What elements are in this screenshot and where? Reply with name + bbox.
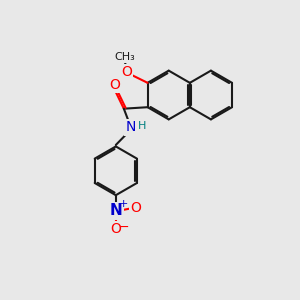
Text: O: O	[110, 222, 121, 236]
Text: H: H	[137, 121, 146, 130]
Text: −: −	[119, 221, 129, 234]
Text: N: N	[125, 120, 136, 134]
Text: N: N	[110, 203, 122, 218]
Text: O: O	[121, 65, 132, 80]
Text: +: +	[118, 199, 128, 209]
Text: O: O	[130, 201, 142, 215]
Text: CH₃: CH₃	[114, 52, 135, 62]
Text: O: O	[110, 78, 120, 92]
